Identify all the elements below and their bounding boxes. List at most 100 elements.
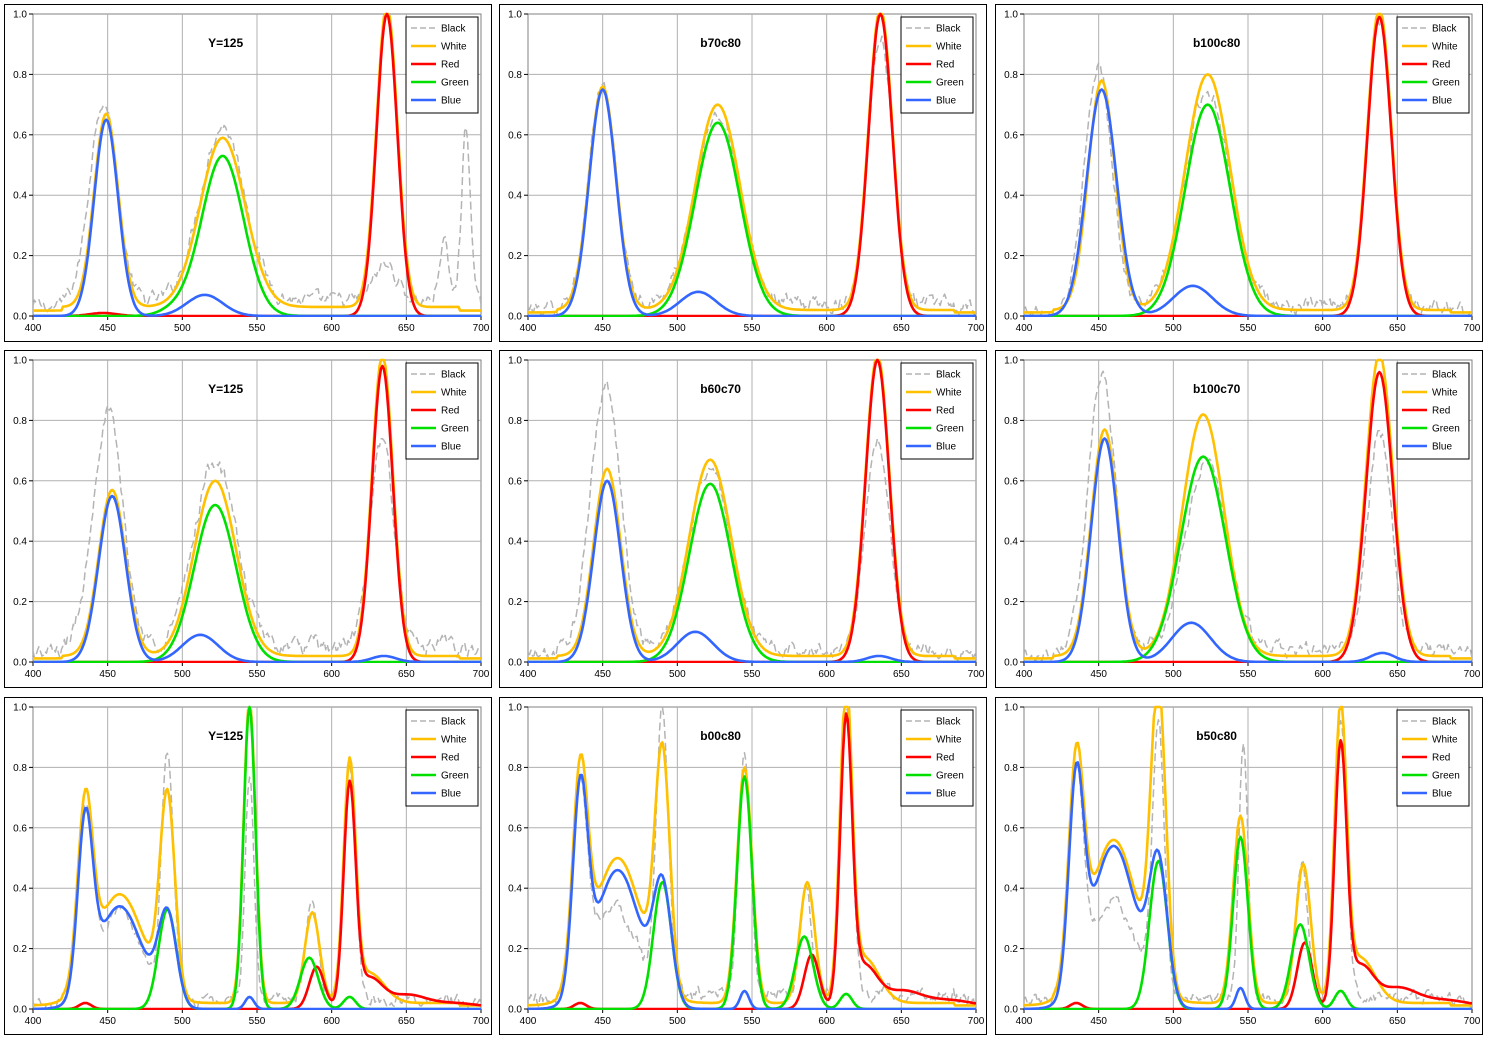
- legend-label: Blue: [1432, 442, 1452, 453]
- x-tick-label: 500: [1165, 1016, 1182, 1027]
- x-tick-label: 700: [473, 323, 490, 334]
- y-tick-label: 1.0: [508, 10, 522, 21]
- y-tick-label: 0.8: [1004, 70, 1018, 81]
- legend-label: White: [441, 735, 467, 746]
- legend-label: Green: [936, 771, 964, 782]
- x-tick-label: 700: [1464, 1016, 1481, 1027]
- chart-svg: 400 450 500 550 600 650 700 0.0 0.2 0.4 0.6 0.8 1.0 b…: [1004, 703, 1481, 1028]
- x-tick-label: 650: [893, 669, 910, 680]
- legend-label: White: [936, 388, 962, 399]
- legend-label: Black: [441, 717, 466, 728]
- x-tick-label: 700: [473, 669, 490, 680]
- y-tick-label: 0.2: [1004, 597, 1018, 608]
- x-tick-label: 450: [1090, 323, 1107, 334]
- x-tick-label: 400: [1016, 1016, 1033, 1027]
- legend-label: Blue: [936, 789, 956, 800]
- x-tick-label: 400: [25, 1016, 42, 1027]
- y-tick-label: 0.6: [1004, 130, 1018, 141]
- y-tick-label: 0.6: [508, 476, 522, 487]
- y-tick-label: 0.8: [508, 416, 522, 427]
- y-tick-label: 0.2: [13, 597, 27, 608]
- y-tick-label: 1.0: [1004, 10, 1018, 21]
- legend-label: Green: [441, 78, 469, 89]
- legend-label: Red: [1432, 753, 1450, 764]
- x-tick-label: 400: [25, 323, 42, 334]
- x-tick-label: 650: [398, 323, 415, 334]
- x-tick-label: 650: [398, 669, 415, 680]
- legend-label: White: [936, 42, 962, 53]
- legend: Black White Red Green Blue: [405, 362, 479, 460]
- y-tick-label: 0.6: [1004, 823, 1018, 834]
- x-tick-label: 550: [249, 323, 266, 334]
- x-tick-label: 400: [25, 669, 42, 680]
- x-tick-label: 650: [1389, 323, 1406, 334]
- x-tick-label: 400: [520, 669, 537, 680]
- series-line-blue: [528, 773, 976, 1010]
- y-tick-label: 0.4: [1004, 537, 1018, 548]
- legend: Black White Red Green Blue: [900, 16, 974, 114]
- legend: Black White Red Green Blue: [1396, 709, 1470, 807]
- y-tick-label: 0.4: [13, 884, 27, 895]
- chart-panel: 400 450 500 550 600 650 700 0.0 0.2 0.4 0.6 0.8 1.0 Y…: [4, 697, 492, 1035]
- x-tick-label: 650: [893, 323, 910, 334]
- legend-label: Black: [936, 24, 961, 35]
- y-tick-label: 0.6: [1004, 476, 1018, 487]
- x-tick-label: 500: [669, 669, 686, 680]
- series-line-black: [528, 380, 976, 663]
- x-tick-label: 650: [1389, 669, 1406, 680]
- y-tick-label: 1.0: [508, 356, 522, 367]
- y-tick-label: 0.6: [13, 823, 27, 834]
- legend: Black White Red Green Blue: [405, 709, 479, 807]
- legend-label: Black: [1432, 370, 1457, 381]
- legend-label: Red: [936, 753, 954, 764]
- x-tick-label: 600: [818, 323, 835, 334]
- chart-svg: 400 450 500 550 600 650 700 0.0 0.2 0.4 0.6 0.8 1.0 b…: [508, 356, 985, 681]
- x-tick-label: 450: [594, 1016, 611, 1027]
- chart-panel: 400 450 500 550 600 650 700 0.0 0.2 0.4 0.6 0.8 1.0 b…: [995, 350, 1483, 688]
- chart-title: Y=125: [208, 729, 243, 743]
- legend: Black White Red Green Blue: [405, 16, 479, 114]
- y-tick-label: 0.6: [13, 130, 27, 141]
- y-tick-label: 0.2: [13, 944, 27, 955]
- series-line-black: [1024, 719, 1472, 1008]
- y-tick-label: 0.2: [1004, 944, 1018, 955]
- legend-label: Green: [441, 771, 469, 782]
- series-line-black: [33, 104, 481, 315]
- legend: Black White Red Green Blue: [900, 709, 974, 807]
- chart-svg: 400 450 500 550 600 650 700 0.0 0.2 0.4 0.6 0.8 1.0 b…: [1004, 356, 1481, 681]
- legend-label: White: [1432, 388, 1458, 399]
- y-tick-label: 0.4: [13, 537, 27, 548]
- x-tick-label: 500: [669, 1016, 686, 1027]
- y-tick-label: 1.0: [508, 703, 522, 714]
- y-tick-label: 0.2: [508, 597, 522, 608]
- chart-panel: 400 450 500 550 600 650 700 0.0 0.2 0.4 0.6 0.8 1.0 Y…: [4, 4, 492, 342]
- legend-label: Green: [936, 424, 964, 435]
- y-tick-label: 0.0: [508, 658, 522, 669]
- legend-box: [405, 709, 479, 807]
- y-tick-label: 0.8: [1004, 416, 1018, 427]
- legend-label: Green: [1432, 78, 1460, 89]
- legend-label: Green: [1432, 424, 1460, 435]
- series-line-blue: [33, 806, 481, 1010]
- legend-label: White: [1432, 735, 1458, 746]
- x-tick-label: 500: [669, 323, 686, 334]
- x-tick-label: 550: [249, 669, 266, 680]
- chart-title: Y=125: [208, 382, 243, 396]
- x-tick-label: 600: [323, 1016, 340, 1027]
- chart-panel: 400 450 500 550 600 650 700 0.0 0.2 0.4 0.6 0.8 1.0 Y…: [4, 350, 492, 688]
- legend-label: Black: [936, 370, 961, 381]
- legend-label: White: [441, 42, 467, 53]
- y-tick-label: 0.0: [1004, 312, 1018, 323]
- legend-label: Green: [1432, 771, 1460, 782]
- legend: Black White Red Green Blue: [1396, 16, 1470, 114]
- x-tick-label: 450: [99, 1016, 116, 1027]
- x-tick-label: 650: [1389, 1016, 1406, 1027]
- x-tick-label: 600: [323, 669, 340, 680]
- y-tick-label: 1.0: [13, 703, 27, 714]
- x-tick-label: 700: [473, 1016, 490, 1027]
- y-tick-label: 0.8: [13, 416, 27, 427]
- x-tick-label: 550: [1240, 323, 1257, 334]
- legend-label: White: [936, 735, 962, 746]
- x-tick-label: 700: [968, 669, 985, 680]
- y-tick-label: 0.0: [1004, 1005, 1018, 1016]
